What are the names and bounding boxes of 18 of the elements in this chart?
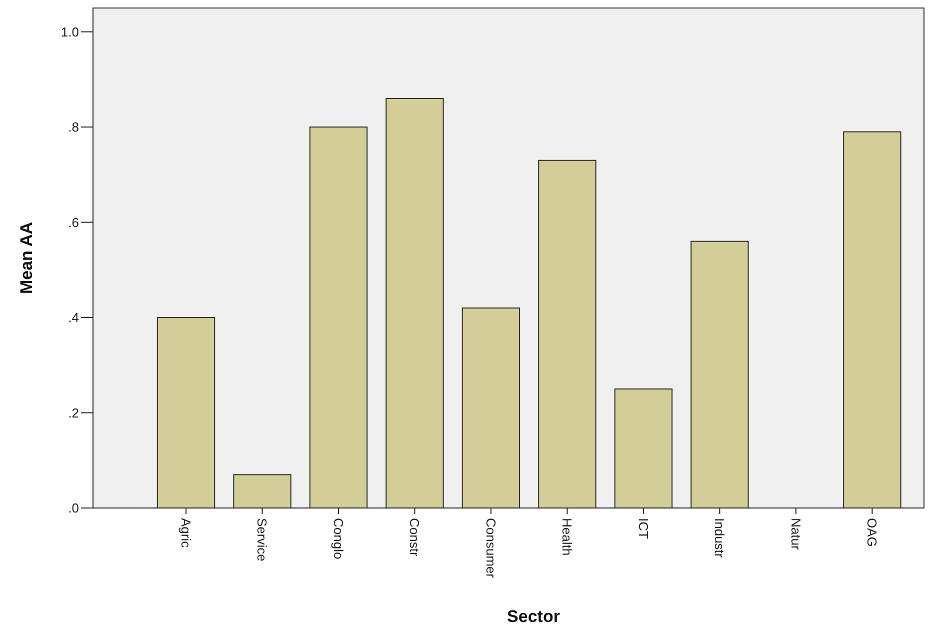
y-axis-title: Mean AA bbox=[17, 222, 36, 294]
x-tick-label: Health bbox=[560, 518, 575, 556]
x-tick-label: Natur bbox=[788, 518, 804, 550]
y-tick-label: .4 bbox=[68, 310, 79, 326]
y-tick-label: .0 bbox=[68, 500, 79, 516]
y-tick-label: .2 bbox=[68, 405, 79, 420]
x-tick-label: Agric bbox=[178, 518, 194, 548]
x-tick-label: ICT bbox=[636, 518, 651, 539]
y-tick-label: 1.0 bbox=[60, 24, 79, 40]
x-tick-label: Industr bbox=[712, 518, 728, 558]
x-tick-label: OAG bbox=[864, 518, 880, 547]
y-tick-label: .6 bbox=[68, 214, 79, 230]
x-tick-label: Constr bbox=[407, 518, 422, 557]
x-tick-label: Service bbox=[254, 518, 270, 562]
x-tick-label: Conglo bbox=[330, 518, 346, 560]
y-tick-label: .8 bbox=[68, 120, 79, 135]
x-tick-label: Consumer bbox=[483, 518, 498, 579]
x-axis-title: Sector bbox=[507, 607, 560, 626]
